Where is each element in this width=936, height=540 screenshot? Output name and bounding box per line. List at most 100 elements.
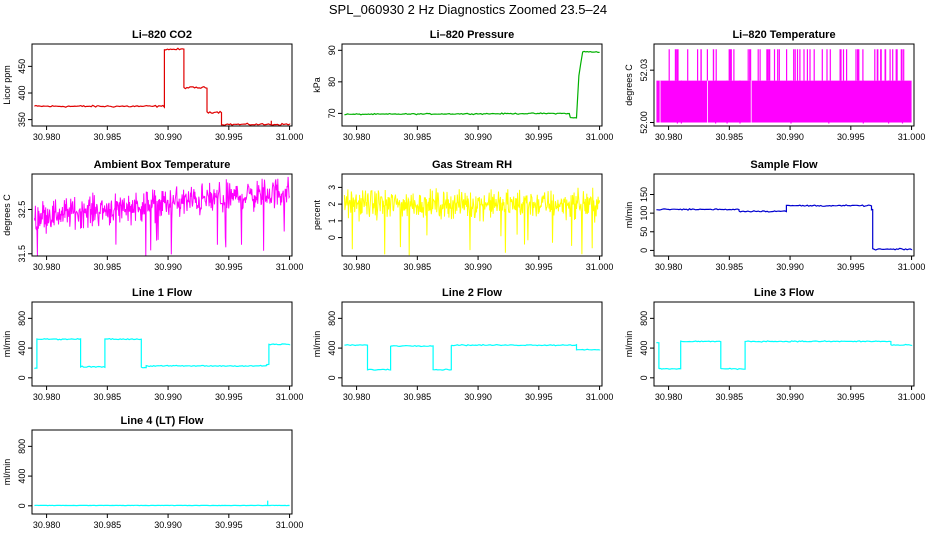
x-tick-label: 30.990 <box>776 392 804 402</box>
series-line <box>656 49 912 124</box>
series-spikes <box>668 49 905 124</box>
plot-frame <box>653 173 915 257</box>
panel-title: Line 4 (LT) Flow <box>121 415 204 427</box>
series-path <box>34 500 290 507</box>
y-tick-label: 800 <box>17 311 27 326</box>
x-tick-label: 30.980 <box>655 132 683 142</box>
y-tick-label: 90 <box>327 45 337 55</box>
series-path <box>656 340 913 371</box>
x-tick-label: 30.990 <box>776 132 804 142</box>
y-tick-label: 2 <box>327 202 337 207</box>
x-tick-label: 30.990 <box>464 132 492 142</box>
y-tick-label: 800 <box>17 439 27 454</box>
y-tick-label: 0 <box>327 375 337 380</box>
series-line <box>344 343 601 371</box>
chart-panel-9: Line 3 Flow ml/min 30.980 30.985 30.990 30.99… <box>624 287 925 402</box>
x-tick-label: 30.985 <box>94 520 122 530</box>
y-axis-label: ml/min <box>624 202 634 229</box>
y-tick-label: 800 <box>639 311 649 326</box>
chart-panel-3: Li–820 Temperature degrees C 30.980 30.985 3… <box>624 29 925 142</box>
x-tick-label: 31.000 <box>276 132 304 142</box>
x-tick-label: 30.995 <box>215 520 243 530</box>
x-tick-label: 30.990 <box>154 520 182 530</box>
panel-title: Li–820 Pressure <box>430 29 514 41</box>
panel-title: Line 2 Flow <box>442 287 502 299</box>
y-tick-label: 50 <box>639 227 649 237</box>
series-line <box>344 50 600 119</box>
y-tick-label: 52.00 <box>639 111 649 134</box>
series-line <box>34 47 291 126</box>
x-tick-label: 30.985 <box>716 132 744 142</box>
x-tick-label: 30.985 <box>404 132 432 142</box>
x-tick-label: 30.980 <box>33 520 61 530</box>
x-tick-label: 30.995 <box>837 132 865 142</box>
x-tick-label: 31.000 <box>276 262 304 272</box>
x-tick-label: 30.995 <box>837 262 865 272</box>
series-gaps <box>659 80 752 123</box>
plot-frame <box>653 301 915 387</box>
y-tick-label: 80 <box>327 77 337 87</box>
x-tick-label: 30.995 <box>215 262 243 272</box>
x-tick-label: 30.990 <box>464 392 492 402</box>
chart-panel-8: Line 2 Flow ml/min 30.980 30.985 30.990 30.99… <box>312 287 613 402</box>
x-tick-label: 30.985 <box>404 262 432 272</box>
x-tick-label: 30.980 <box>655 262 683 272</box>
y-tick-label: 800 <box>327 311 337 326</box>
x-tick-label: 31.000 <box>276 520 304 530</box>
x-tick-label: 31.000 <box>276 392 304 402</box>
x-tick-label: 30.990 <box>464 262 492 272</box>
y-tick-label: 400 <box>639 341 649 356</box>
panel-title: Li–820 CO2 <box>132 29 192 41</box>
x-tick-label: 30.995 <box>215 392 243 402</box>
x-tick-label: 30.985 <box>94 392 122 402</box>
x-tick-label: 30.985 <box>94 132 122 142</box>
y-axis-label: kPa <box>312 77 322 93</box>
series-path <box>34 337 291 370</box>
x-tick-label: 30.995 <box>525 392 553 402</box>
panel-title: Sample Flow <box>750 159 818 171</box>
y-tick-label: 400 <box>17 85 27 100</box>
series-path <box>656 204 913 251</box>
y-axis-label: percent <box>312 199 322 230</box>
y-tick-label: 450 <box>17 59 27 74</box>
x-tick-label: 31.000 <box>586 262 614 272</box>
plot-frame <box>31 429 293 515</box>
x-tick-label: 30.990 <box>776 262 804 272</box>
x-tick-label: 30.990 <box>154 262 182 272</box>
x-tick-label: 31.000 <box>898 262 926 272</box>
plot-frame <box>31 173 293 257</box>
chart-panel-4: Ambient Box Temperature degrees C 30.980 30… <box>2 159 303 272</box>
y-tick-label: 1 <box>327 218 337 223</box>
x-tick-label: 30.985 <box>94 262 122 272</box>
series-line <box>34 337 291 370</box>
plot-frame <box>653 43 915 127</box>
panel-title: Line 1 Flow <box>132 287 192 299</box>
x-tick-label: 30.980 <box>343 132 371 142</box>
series-path <box>34 47 291 126</box>
plot-frame <box>31 43 293 127</box>
series-path <box>33 176 291 257</box>
y-tick-label: 70 <box>327 108 337 118</box>
y-tick-label: 100 <box>639 206 649 221</box>
chart-panel-10: Line 4 (LT) Flow ml/min 30.980 30.985 30.990… <box>2 415 303 530</box>
panel-title: Line 3 Flow <box>754 287 814 299</box>
y-tick-label: 400 <box>17 341 27 356</box>
x-tick-label: 30.990 <box>154 392 182 402</box>
y-axis-label: ml/min <box>312 331 322 358</box>
plot-frame <box>341 43 603 127</box>
y-axis-label: degrees C <box>624 64 634 106</box>
y-tick-label: 0 <box>639 248 649 253</box>
plot-frame <box>341 173 603 257</box>
x-tick-label: 30.980 <box>343 262 371 272</box>
x-tick-label: 31.000 <box>898 132 926 142</box>
x-tick-label: 30.995 <box>525 132 553 142</box>
series-line <box>656 340 913 371</box>
series-path <box>344 50 600 119</box>
x-tick-label: 30.980 <box>33 262 61 272</box>
y-tick-label: 350 <box>17 112 27 127</box>
y-tick-label: 0 <box>17 375 27 380</box>
x-tick-label: 30.995 <box>215 132 243 142</box>
x-tick-label: 30.980 <box>33 392 61 402</box>
x-tick-label: 30.990 <box>154 132 182 142</box>
